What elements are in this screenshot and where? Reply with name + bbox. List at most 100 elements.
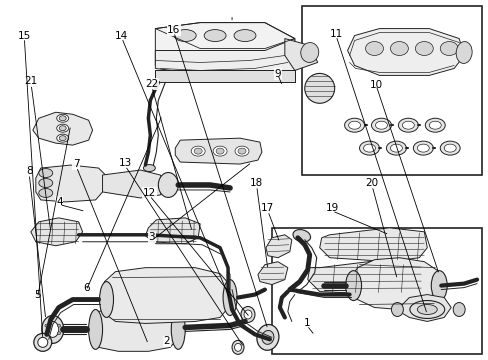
Ellipse shape [57, 124, 68, 132]
Polygon shape [101, 268, 232, 323]
Ellipse shape [452, 302, 464, 316]
Ellipse shape [88, 310, 102, 349]
Ellipse shape [443, 144, 455, 152]
Ellipse shape [389, 144, 402, 152]
Ellipse shape [416, 305, 436, 315]
Text: 4: 4 [56, 197, 62, 207]
Ellipse shape [45, 332, 48, 335]
Text: 7: 7 [73, 159, 80, 169]
Ellipse shape [256, 324, 278, 350]
Ellipse shape [45, 324, 48, 327]
Ellipse shape [174, 30, 196, 41]
Polygon shape [36, 165, 105, 202]
Ellipse shape [59, 126, 66, 131]
Ellipse shape [389, 41, 407, 55]
Polygon shape [155, 23, 294, 80]
Ellipse shape [430, 271, 447, 301]
Ellipse shape [300, 42, 318, 62]
Ellipse shape [194, 148, 202, 154]
Ellipse shape [371, 118, 390, 132]
Ellipse shape [344, 118, 364, 132]
Ellipse shape [428, 121, 440, 129]
Ellipse shape [191, 146, 205, 156]
Text: 22: 22 [145, 79, 158, 89]
Polygon shape [33, 112, 92, 145]
Text: 8: 8 [26, 166, 32, 176]
Polygon shape [347, 28, 463, 75]
Ellipse shape [416, 144, 428, 152]
Ellipse shape [241, 306, 254, 323]
Polygon shape [102, 170, 165, 198]
Ellipse shape [304, 73, 334, 103]
Ellipse shape [59, 116, 66, 121]
Ellipse shape [39, 179, 53, 188]
Ellipse shape [262, 330, 273, 344]
Ellipse shape [345, 271, 361, 301]
Polygon shape [90, 307, 180, 351]
Text: 20: 20 [365, 178, 378, 188]
Polygon shape [31, 218, 82, 246]
Text: 19: 19 [325, 203, 338, 213]
Text: 10: 10 [369, 80, 382, 90]
Ellipse shape [238, 148, 245, 154]
Ellipse shape [365, 41, 383, 55]
Polygon shape [258, 262, 287, 285]
Text: 18: 18 [249, 178, 263, 188]
Ellipse shape [47, 321, 59, 337]
Ellipse shape [390, 302, 403, 316]
Ellipse shape [439, 41, 457, 55]
Ellipse shape [425, 118, 444, 132]
Text: 11: 11 [329, 29, 342, 39]
Ellipse shape [223, 280, 237, 315]
Polygon shape [307, 260, 424, 294]
Text: 1: 1 [303, 319, 309, 328]
Text: 9: 9 [274, 69, 281, 79]
Ellipse shape [171, 310, 185, 349]
Polygon shape [285, 39, 317, 71]
Ellipse shape [57, 114, 68, 122]
Text: 3: 3 [148, 232, 155, 242]
Ellipse shape [58, 324, 61, 327]
Polygon shape [265, 235, 291, 258]
Ellipse shape [409, 301, 444, 319]
Ellipse shape [158, 172, 178, 197]
Ellipse shape [292, 230, 310, 242]
Ellipse shape [100, 282, 113, 318]
Text: 13: 13 [118, 158, 131, 168]
Ellipse shape [375, 121, 386, 129]
Ellipse shape [39, 168, 53, 177]
Text: 14: 14 [115, 31, 128, 41]
Ellipse shape [363, 144, 375, 152]
Text: 2: 2 [163, 336, 169, 346]
Text: 21: 21 [24, 76, 38, 86]
Ellipse shape [244, 310, 251, 319]
Ellipse shape [234, 343, 241, 351]
Ellipse shape [34, 333, 52, 351]
Text: 15: 15 [18, 31, 31, 41]
Ellipse shape [412, 141, 432, 155]
Ellipse shape [232, 340, 244, 354]
Ellipse shape [455, 41, 471, 63]
Bar [271, 228, 481, 354]
Polygon shape [155, 39, 294, 82]
Ellipse shape [143, 165, 155, 171]
Ellipse shape [58, 332, 61, 335]
Polygon shape [155, 71, 294, 82]
Text: 16: 16 [167, 25, 180, 35]
Polygon shape [347, 258, 440, 310]
Polygon shape [145, 218, 200, 244]
Ellipse shape [41, 315, 63, 343]
Ellipse shape [39, 189, 53, 197]
Text: 17: 17 [261, 203, 274, 213]
Ellipse shape [235, 146, 248, 156]
Polygon shape [399, 294, 450, 321]
Polygon shape [319, 228, 427, 262]
Text: 6: 6 [82, 283, 89, 293]
Ellipse shape [216, 148, 224, 154]
Ellipse shape [414, 41, 432, 55]
Ellipse shape [348, 121, 360, 129]
Ellipse shape [359, 141, 379, 155]
Ellipse shape [203, 30, 225, 41]
Ellipse shape [386, 141, 406, 155]
Ellipse shape [402, 121, 413, 129]
